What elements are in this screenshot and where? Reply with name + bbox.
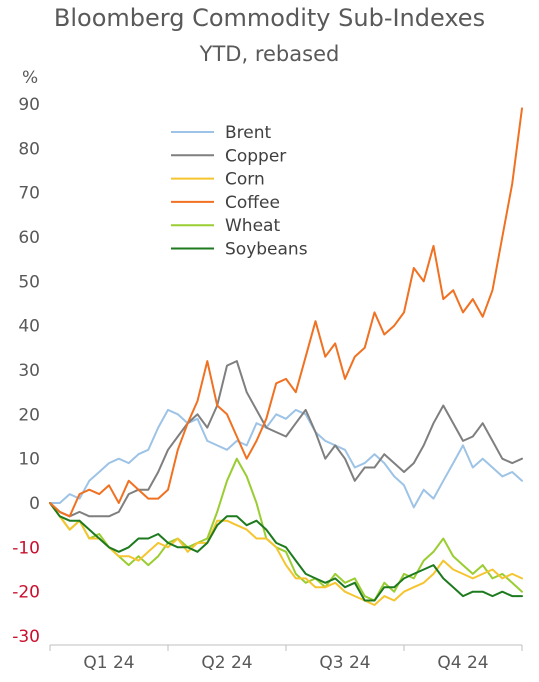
x-tick-label: Q4 24 xyxy=(437,653,488,673)
x-tick-label: Q2 24 xyxy=(201,653,252,673)
y-tick-label: 20 xyxy=(18,405,40,425)
y-tick-label: 60 xyxy=(18,228,40,248)
y-axis-unit: % xyxy=(22,68,38,88)
y-tick-label: 50 xyxy=(18,272,40,292)
legend-label-copper: Copper xyxy=(225,146,286,166)
series-line-soybeans xyxy=(49,502,523,602)
y-tick-label: 40 xyxy=(18,317,40,337)
y-tick-label: 0 xyxy=(29,494,40,514)
y-tick-label: -10 xyxy=(12,538,40,558)
chart-title: Bloomberg Commodity Sub-Indexes xyxy=(53,4,486,32)
x-axis: Q1 24 Q2 24 Q3 24 Q4 24 xyxy=(49,644,523,673)
legend-label-wheat: Wheat xyxy=(225,216,280,236)
y-tick-label: 10 xyxy=(18,450,40,470)
x-tick-label: Q1 24 xyxy=(83,653,134,673)
legend-label-corn: Corn xyxy=(225,170,265,190)
y-tick-label: -20 xyxy=(12,583,40,603)
legend-label-soybeans: Soybeans xyxy=(225,240,308,260)
series-line-coffee xyxy=(49,107,523,518)
y-tick-label: 80 xyxy=(18,139,40,159)
series-lines xyxy=(49,107,523,606)
series-line-brent xyxy=(49,408,523,509)
series-line-wheat xyxy=(49,457,523,602)
legend-label-coffee: Coffee xyxy=(225,193,280,213)
y-axis: % 90 80 70 60 50 40 30 20 10 0 -10 -20 -30 xyxy=(12,68,40,647)
y-tick-label: -30 xyxy=(12,627,40,647)
series-line-corn xyxy=(49,502,523,606)
y-tick-label: 70 xyxy=(18,184,40,204)
legend-label-brent: Brent xyxy=(225,123,272,143)
series-line-copper xyxy=(49,360,523,518)
y-tick-label: 90 xyxy=(18,95,40,115)
chart-subtitle: YTD, rebased xyxy=(199,42,340,66)
x-tick-label: Q3 24 xyxy=(319,653,370,673)
legend: Brent Copper Corn Coffee Wheat Soybeans xyxy=(171,123,308,260)
y-tick-label: 30 xyxy=(18,361,40,381)
